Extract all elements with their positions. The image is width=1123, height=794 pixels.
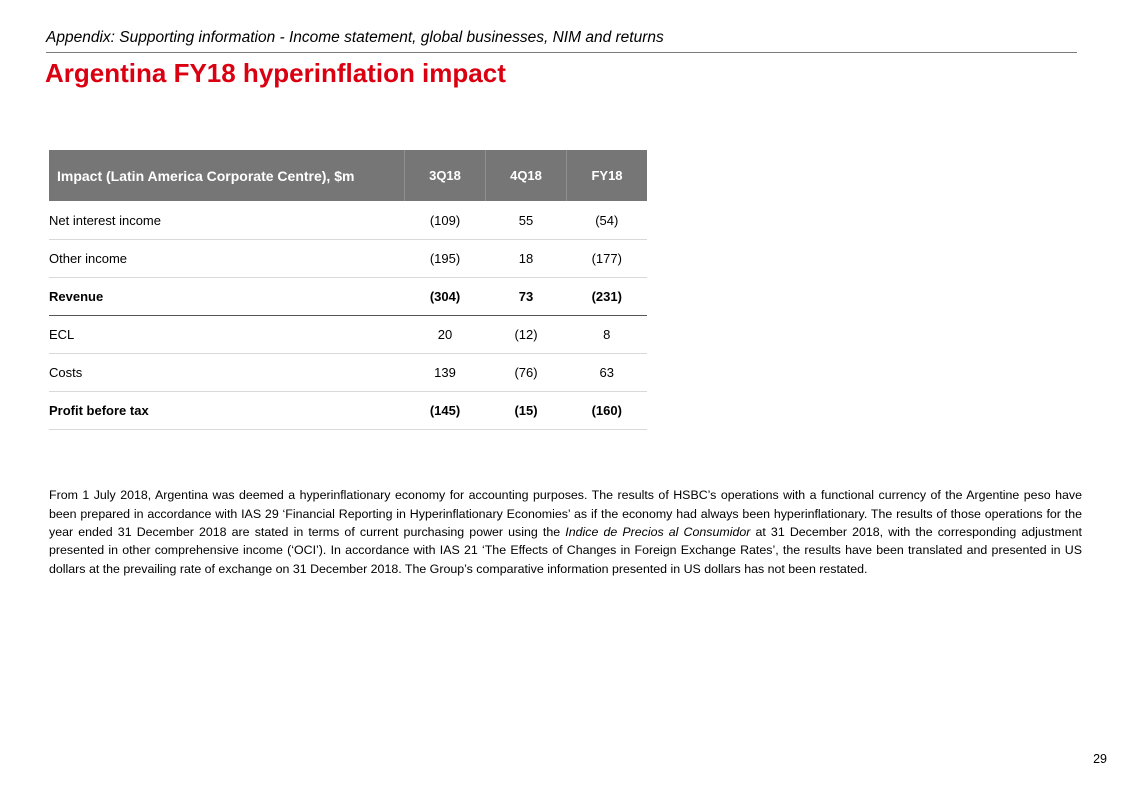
- table-header-row: Impact (Latin America Corporate Centre),…: [49, 150, 647, 201]
- note-text: at 31 December 2018, with the correspond…: [49, 524, 1082, 576]
- cell-fy18: (231): [566, 277, 647, 316]
- cell-4q18: 55: [485, 201, 567, 240]
- row-label: Net interest income: [49, 201, 405, 240]
- page-title: Argentina FY18 hyperinflation impact: [45, 58, 506, 88]
- row-label: Revenue: [49, 277, 405, 316]
- cell-4q18: (76): [485, 353, 567, 392]
- explanatory-note: From 1 July 2018, Argentina was deemed a…: [49, 486, 1082, 577]
- column-header-4q18: 4Q18: [485, 150, 567, 201]
- table-row: Net interest income (109) 55 (54): [49, 201, 647, 240]
- cell-3q18: (109): [404, 201, 486, 240]
- cell-3q18: (304): [404, 277, 486, 316]
- section-subtitle: Appendix: Supporting information - Incom…: [46, 29, 664, 46]
- table-row: Costs 139 (76) 63: [49, 353, 647, 392]
- column-header-3q18: 3Q18: [404, 150, 486, 201]
- cell-fy18: 8: [566, 315, 647, 354]
- table-row-total: Revenue (304) 73 (231): [49, 277, 647, 316]
- header-divider: [46, 52, 1077, 53]
- table-row-total: Profit before tax (145) (15) (160): [49, 391, 647, 430]
- row-label: Costs: [49, 353, 405, 392]
- cell-3q18: (145): [404, 391, 486, 430]
- column-header-fy18: FY18: [566, 150, 647, 201]
- table-row: ECL 20 (12) 8: [49, 315, 647, 354]
- note-italic-term: Indice de Precios al Consumidor: [565, 524, 751, 539]
- table-row: Other income (195) 18 (177): [49, 239, 647, 278]
- impact-table: Impact (Latin America Corporate Centre),…: [49, 150, 647, 430]
- row-label: Other income: [49, 239, 405, 278]
- cell-4q18: (15): [485, 391, 567, 430]
- cell-fy18: (160): [566, 391, 647, 430]
- row-label: ECL: [49, 315, 405, 354]
- cell-fy18: (54): [566, 201, 647, 240]
- cell-3q18: 20: [404, 315, 486, 354]
- cell-3q18: 139: [404, 353, 486, 392]
- cell-3q18: (195): [404, 239, 486, 278]
- cell-fy18: 63: [566, 353, 647, 392]
- cell-4q18: 73: [485, 277, 567, 316]
- cell-4q18: (12): [485, 315, 567, 354]
- row-label: Profit before tax: [49, 391, 405, 430]
- cell-4q18: 18: [485, 239, 567, 278]
- cell-fy18: (177): [566, 239, 647, 278]
- column-header-label: Impact (Latin America Corporate Centre),…: [49, 150, 405, 201]
- note-text: From 1 July 2018, Argentina was deemed a…: [49, 488, 1082, 539]
- page-number: 29: [1093, 752, 1107, 766]
